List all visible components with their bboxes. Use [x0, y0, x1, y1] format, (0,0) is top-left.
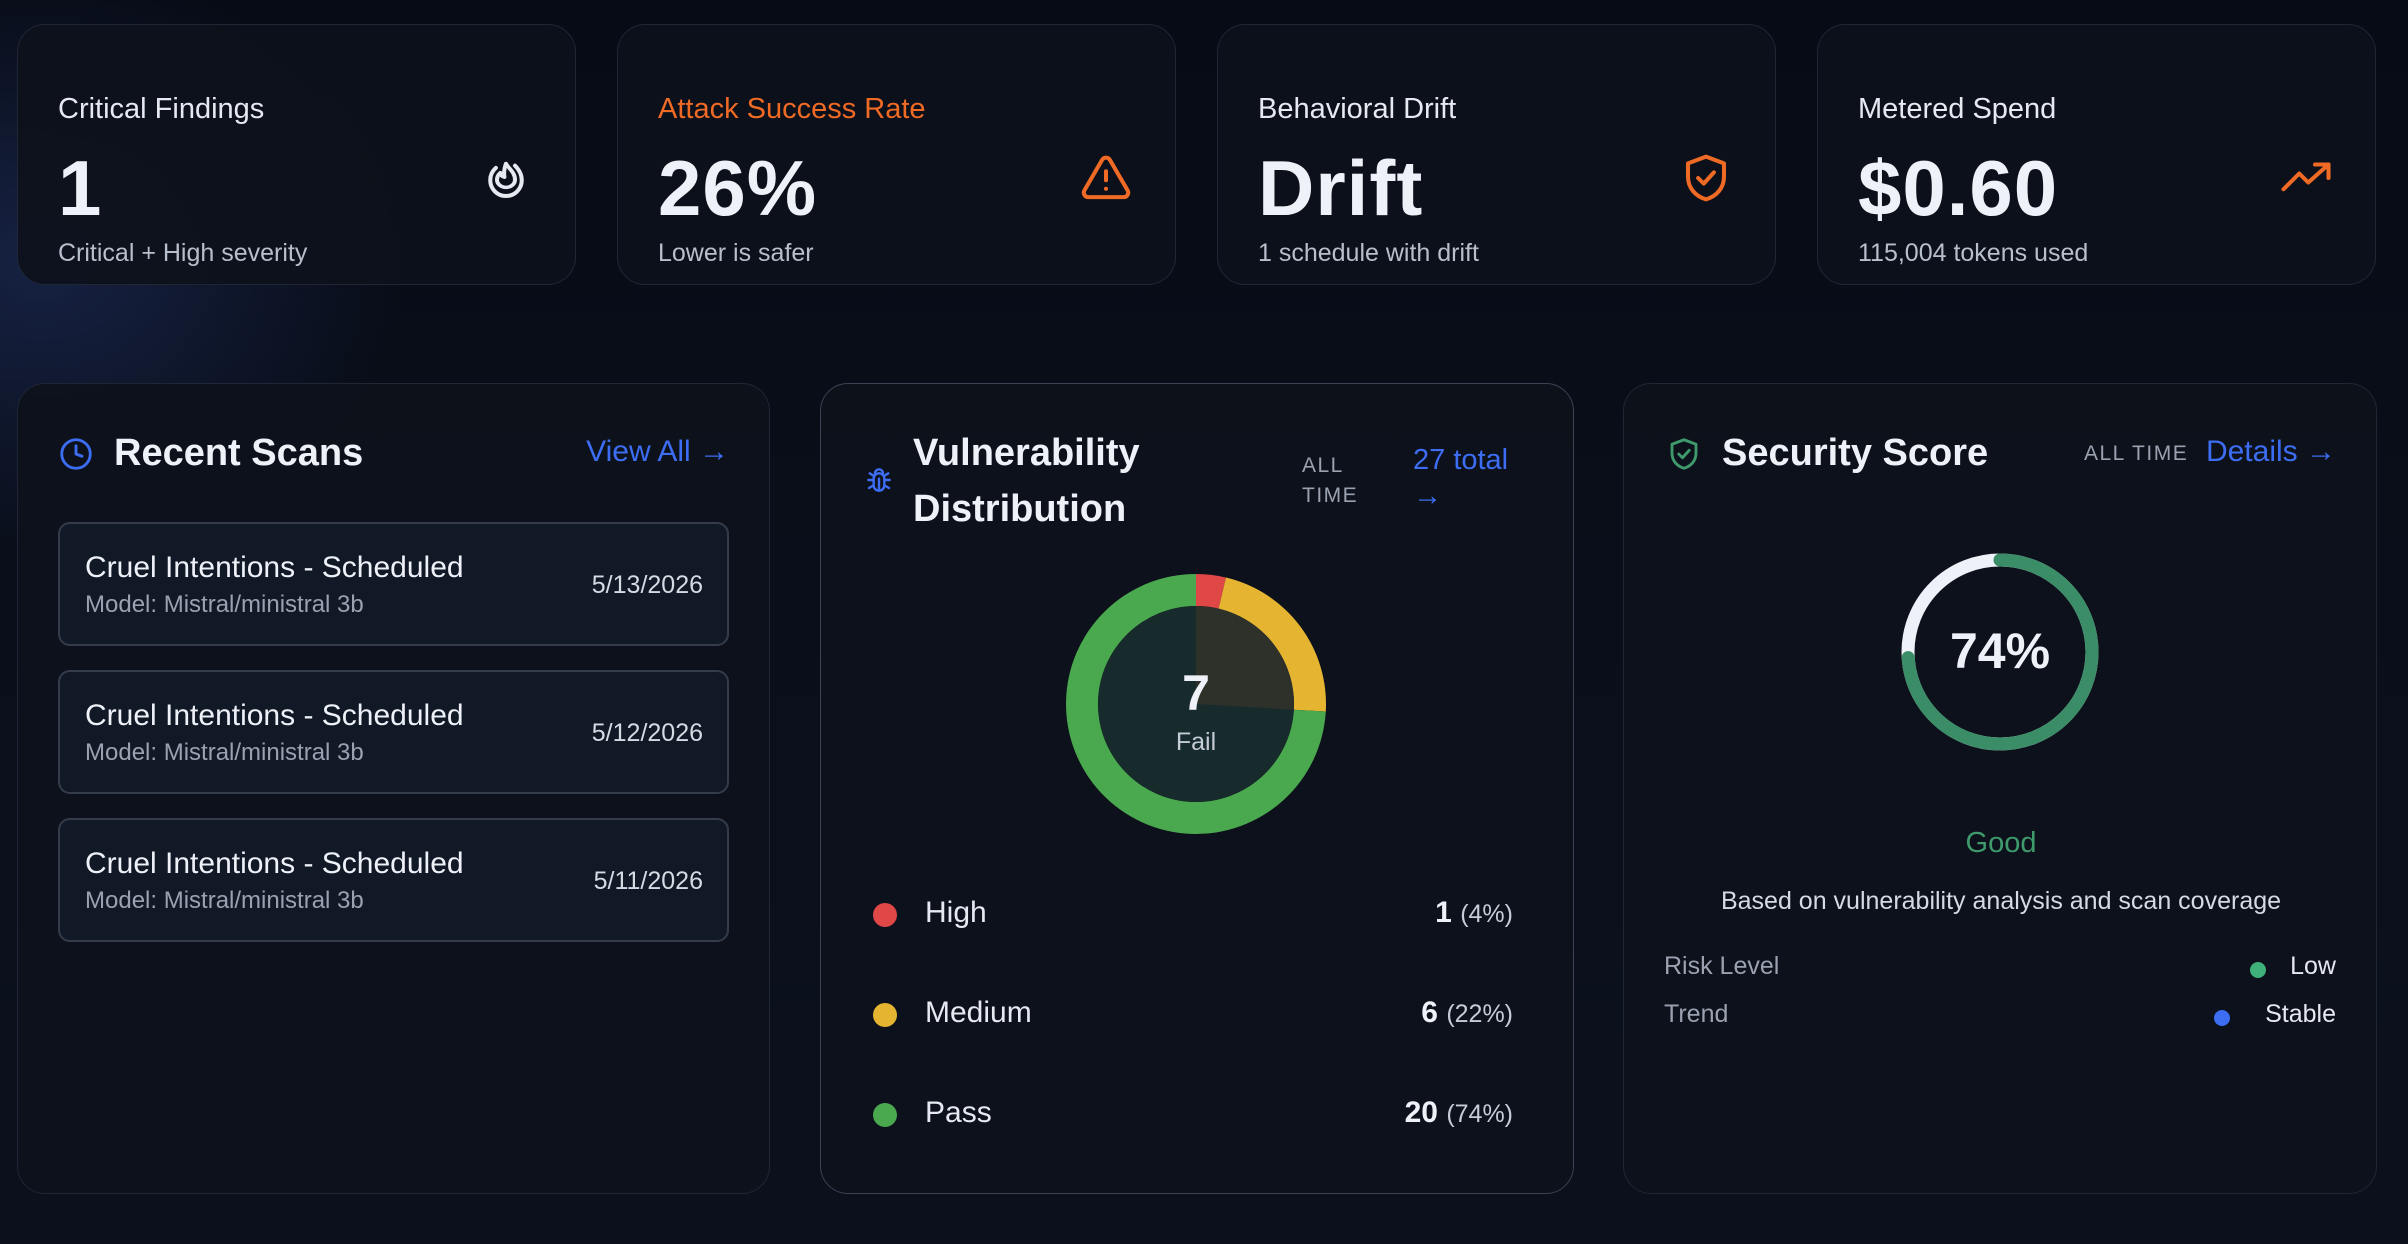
- donut-fail-shade: [1196, 606, 1294, 710]
- legend-count: 20 (74%): [1405, 1096, 1513, 1130]
- legend-count-value: 1: [1435, 896, 1452, 929]
- behavioral-drift-label: Behavioral Drift: [1258, 93, 1457, 125]
- scan-name: Cruel Intentions - Scheduled: [85, 551, 464, 584]
- shield-check-icon: [1679, 151, 1733, 205]
- scan-list-item[interactable]: Cruel Intentions - Scheduled Model: Mist…: [58, 670, 729, 794]
- security-score-value: 74%: [1950, 623, 2050, 679]
- scan-date: 5/12/2026: [591, 719, 703, 747]
- risk-level-label: Risk Level: [1664, 952, 1780, 980]
- legend-percent: (22%): [1446, 1000, 1513, 1028]
- critical-findings-sub: Critical + High severity: [58, 239, 308, 267]
- metered-spend-value: $0.60: [1858, 144, 2059, 232]
- donut-slice-high: [1196, 574, 1226, 609]
- scan-list-item[interactable]: Cruel Intentions - Scheduled Model: Mist…: [58, 818, 729, 942]
- total-link-line1[interactable]: 27 total: [1413, 444, 1509, 476]
- trend-value: Stable: [2265, 1000, 2336, 1028]
- range-label-line2: TIME: [1302, 484, 1359, 507]
- recent-scans-title: Recent Scans: [114, 432, 364, 474]
- behavioral-drift-card: Behavioral Drift Drift 1 schedule with d…: [1217, 24, 1776, 285]
- risk-level-value: Low: [2290, 952, 2336, 980]
- risk-level-dot: [2250, 962, 2266, 978]
- legend-percent: (74%): [1446, 1100, 1513, 1128]
- security-score-gauge: 74%: [1901, 553, 2099, 751]
- trend-label: Trend: [1664, 1000, 1729, 1028]
- metered-spend-sub: 115,004 tokens used: [1858, 239, 2089, 267]
- legend-name: Medium: [925, 996, 1032, 1029]
- legend-name: Pass: [925, 1096, 992, 1129]
- vulnerability-donut-chart: 7 Fail: [1066, 574, 1326, 834]
- attack-success-rate-label: Attack Success Rate: [658, 93, 926, 125]
- shield-check-icon: [1666, 436, 1702, 472]
- security-score-title: Security Score: [1722, 432, 1989, 474]
- trend-dot: [2214, 1010, 2230, 1026]
- pass-dot: [873, 1103, 897, 1127]
- scan-name: Cruel Intentions - Scheduled: [85, 847, 464, 880]
- total-link-line2[interactable]: →: [1413, 480, 1442, 512]
- donut-center-value: 7: [1182, 665, 1210, 721]
- behavioral-drift-sub: 1 schedule with drift: [1258, 239, 1479, 267]
- range-label-line1: ALL: [1302, 454, 1344, 477]
- legend-name: High: [925, 896, 987, 929]
- scan-model: Model: Mistral/ministral 3b: [85, 739, 364, 766]
- legend-row-medium: Medium 6 (22%): [873, 994, 1513, 1034]
- legend-count-value: 20: [1404, 1096, 1438, 1129]
- donut-center-label: Fail: [1176, 728, 1216, 756]
- attack-success-rate-card: Attack Success Rate 26% Lower is safer: [617, 24, 1176, 285]
- donut-center: [1098, 606, 1294, 802]
- legend-row-pass: Pass 20 (74%): [873, 1094, 1513, 1134]
- scan-date: 5/13/2026: [591, 571, 703, 599]
- bug-icon: [863, 464, 895, 496]
- scan-model: Model: Mistral/ministral 3b: [85, 591, 364, 618]
- legend-count-value: 6: [1421, 996, 1438, 1029]
- details-link[interactable]: Details →: [2205, 435, 2336, 468]
- vulnerability-distribution-panel: Vulnerability Distribution ALL TIME 27 t…: [820, 383, 1574, 1194]
- legend-percent: (4%): [1460, 900, 1513, 928]
- scan-model: Model: Mistral/ministral 3b: [85, 887, 364, 914]
- critical-findings-card: Critical Findings 1 Critical + High seve…: [17, 24, 576, 285]
- trend-row: Trend Stable: [1664, 1000, 2336, 1036]
- scan-list-item[interactable]: Cruel Intentions - Scheduled Model: Mist…: [58, 522, 729, 646]
- metered-spend-card: Metered Spend $0.60 115,004 tokens used: [1817, 24, 2376, 285]
- security-score-panel: Security Score ALL TIME Details → 74% Go…: [1623, 383, 2377, 1194]
- attack-success-rate-sub: Lower is safer: [658, 239, 814, 267]
- clock-icon: [58, 436, 94, 472]
- metered-spend-label: Metered Spend: [1858, 93, 2057, 125]
- vulnerability-title-line2: Distribution: [913, 488, 1127, 530]
- donut-slice-medium: [1218, 577, 1326, 712]
- critical-findings-value: 1: [58, 144, 103, 232]
- legend-row-high: High 1 (4%): [873, 894, 1513, 934]
- behavioral-drift-value: Drift: [1258, 144, 1424, 232]
- vulnerability-title-line1: Vulnerability: [913, 432, 1140, 474]
- high-dot: [873, 903, 897, 927]
- gauge-fill-arc: [1901, 553, 2099, 751]
- recent-scans-panel: Recent Scans View All → Cruel Intentions…: [17, 383, 770, 1194]
- attack-success-rate-value: 26%: [658, 144, 818, 232]
- security-basis: Based on vulnerability analysis and scan…: [1720, 887, 2282, 915]
- legend-count: 1 (4%): [1435, 896, 1513, 930]
- medium-dot: [873, 1003, 897, 1027]
- critical-findings-label: Critical Findings: [58, 93, 265, 125]
- warning-triangle-icon: [1079, 151, 1133, 205]
- legend-count: 6 (22%): [1421, 996, 1513, 1030]
- scan-name: Cruel Intentions - Scheduled: [85, 699, 464, 732]
- trending-up-icon: [2279, 151, 2333, 205]
- security-range-label: ALL TIME: [2084, 442, 2189, 465]
- flame-icon: [479, 151, 533, 205]
- security-rating: Good: [1965, 827, 2037, 859]
- view-all-link[interactable]: View All →: [586, 435, 729, 468]
- risk-level-row: Risk Level Low: [1664, 952, 2336, 988]
- scan-date: 5/11/2026: [593, 867, 703, 895]
